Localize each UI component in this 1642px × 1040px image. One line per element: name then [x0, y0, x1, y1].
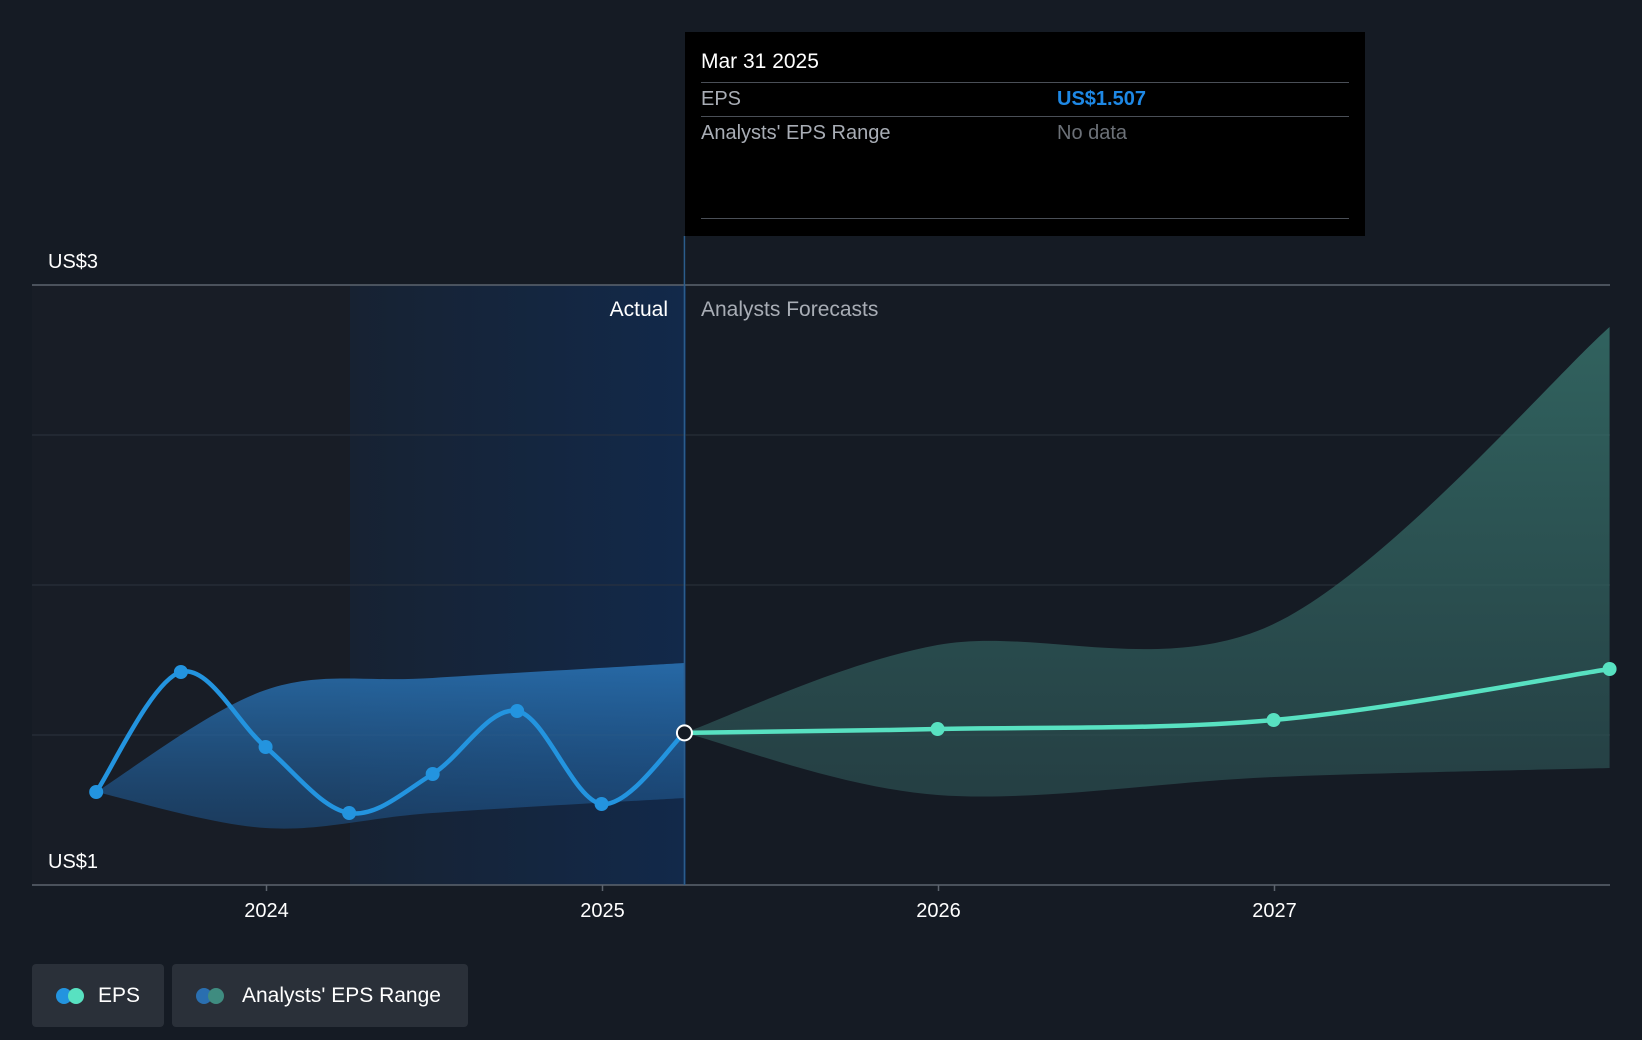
data-point[interactable] [89, 785, 104, 799]
legend-eps-button[interactable]: EPS [32, 964, 164, 1027]
legend-eps-swatch [56, 987, 84, 1004]
y-label-top: US$3 [48, 251, 98, 273]
legend-range-swatch [196, 987, 226, 1004]
tooltip-eps-label: EPS [701, 88, 742, 110]
tooltip-row-range: Analysts' EPS Range No data [701, 116, 1349, 150]
y-label-bottom: US$1 [48, 851, 98, 873]
range-area [96, 663, 685, 829]
actual-label: Actual [610, 298, 668, 321]
range-area [684, 327, 1610, 797]
legend-range-label: Analysts' EPS Range [242, 983, 441, 1007]
data-point[interactable] [173, 665, 188, 679]
x-tick-label: 2024 [244, 900, 289, 922]
data-point[interactable] [594, 797, 609, 811]
x-tick-label: 2027 [1252, 900, 1297, 922]
series-points [89, 662, 1617, 820]
x-tick-label: 2025 [580, 900, 625, 922]
tooltip: Mar 31 2025 EPS US$1.507 Analysts' EPS R… [685, 32, 1365, 236]
legend-range-button[interactable]: Analysts' EPS Range [172, 964, 468, 1027]
data-point[interactable] [258, 740, 273, 754]
tooltip-row-eps: EPS US$1.507 [701, 82, 1349, 116]
data-point[interactable] [1266, 713, 1281, 727]
data-point[interactable] [675, 724, 693, 742]
tooltip-eps-value: US$1.507 [1057, 88, 1146, 110]
tooltip-range-label: Analysts' EPS Range [701, 122, 891, 144]
data-point[interactable] [425, 767, 440, 781]
tooltip-date: Mar 31 2025 [701, 50, 819, 73]
forecast-label: Analysts Forecasts [701, 298, 878, 321]
data-point[interactable] [342, 806, 357, 820]
data-point[interactable] [930, 722, 945, 736]
data-point[interactable] [510, 704, 525, 718]
range-areas [96, 236, 1610, 885]
series-line [682, 666, 1612, 736]
data-point[interactable] [1602, 662, 1617, 676]
x-tick-label: 2026 [916, 900, 961, 922]
legend-eps-label: EPS [97, 983, 140, 1007]
x-axis-ticks: 2024 2025 2026 2027 [244, 885, 1297, 922]
tooltip-range-value: No data [1057, 122, 1128, 144]
tooltip-divider [701, 218, 1349, 219]
